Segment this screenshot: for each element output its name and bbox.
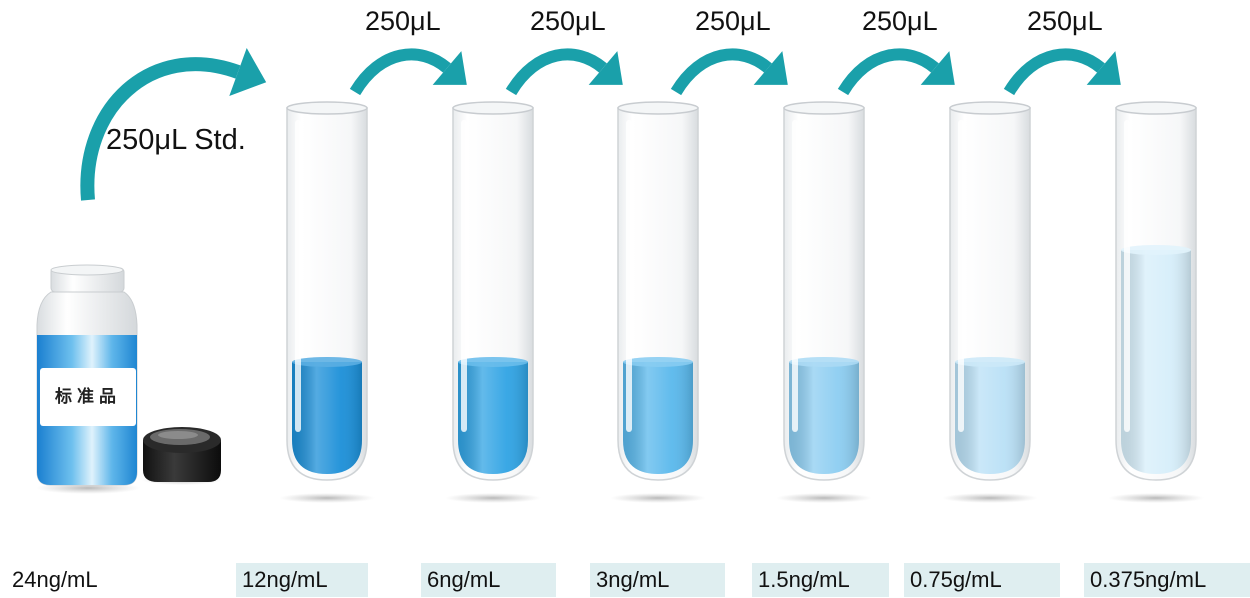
curved-arrow (505, 48, 623, 96)
test-tube (279, 101, 375, 503)
transfer-volume-label: 250μL (365, 6, 441, 36)
curved-arrow (837, 48, 955, 96)
test-tube (776, 101, 872, 503)
concentration-label: 1.5ng/mL (752, 563, 889, 597)
transfer-volume-label: 250μL (1027, 6, 1103, 36)
concentration-label: 0.75g/mL (904, 563, 1060, 597)
curved-arrow (670, 48, 788, 96)
stock-concentration-label: 24ng/mL (12, 567, 98, 592)
concentration-label: 6ng/mL (421, 563, 556, 597)
test-tube (1108, 101, 1204, 503)
standard-transfer-label: 250μL Std. (106, 124, 246, 156)
test-tube (610, 101, 706, 503)
curved-arrow (80, 48, 267, 201)
test-tube (942, 101, 1038, 503)
transfer-volume-label: 250μL (695, 6, 771, 36)
curved-arrow (349, 48, 467, 96)
transfer-volume-label: 250μL (530, 6, 606, 36)
transfer-volume-label: 250μL (862, 6, 938, 36)
concentration-label: 3ng/mL (590, 563, 725, 597)
standard-bottle (36, 264, 140, 494)
test-tube (445, 101, 541, 503)
curved-arrow (1003, 48, 1121, 96)
bottle-label: 标准品 (55, 387, 121, 407)
transfer-arrows (80, 48, 1121, 201)
concentration-label: 0.375ng/mL (1084, 563, 1250, 597)
test-tubes (279, 101, 1204, 503)
bottle-cap (142, 427, 222, 485)
concentration-label: 12ng/mL (236, 563, 368, 597)
